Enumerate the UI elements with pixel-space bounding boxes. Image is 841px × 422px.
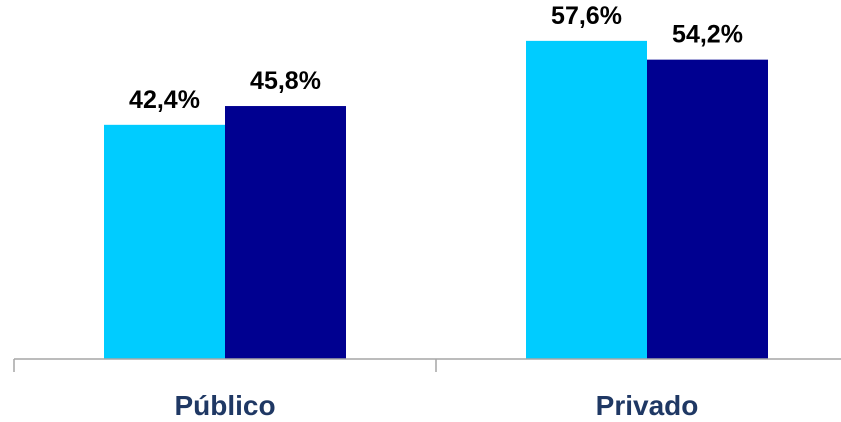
bars-layer [104,40,768,360]
data-labels-layer: 42,4% 45,8% 57,6% 54,2% [129,2,743,114]
data-label: 57,6% [551,2,622,30]
data-label: 54,2% [672,21,743,49]
category-label: Público [174,390,275,421]
bar-privado-series-2 [647,59,768,359]
data-label: 42,4% [129,86,200,114]
data-label: 45,8% [250,67,321,95]
bar-publico-series-1 [104,124,225,360]
bar-privado-series-1 [526,40,647,360]
bar-publico-series-2 [225,106,346,359]
category-label: Privado [596,390,699,421]
category-labels: Público Privado [174,390,698,421]
